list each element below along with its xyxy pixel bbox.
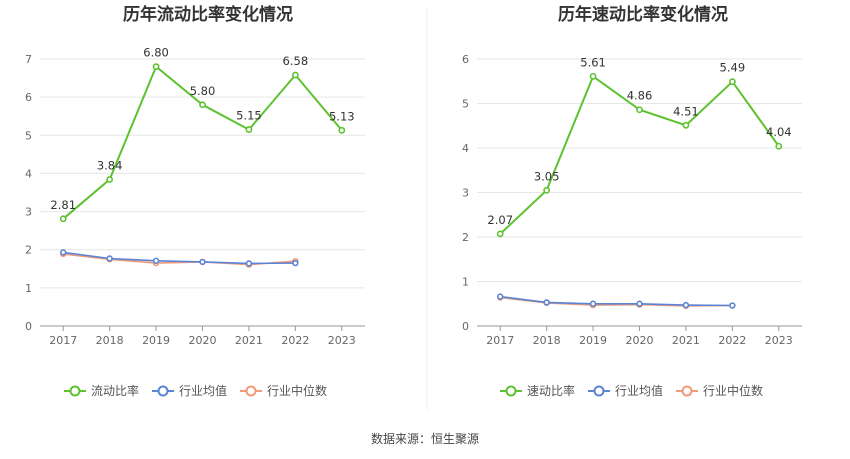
x-tick-label: 2018 [533,334,561,347]
legend-item-2[interactable]: 行业中位数 [676,383,763,398]
data-point [589,300,597,307]
legend-label: 速动比率 [527,383,575,398]
x-tick-label: 2019 [142,334,170,347]
data-label: 3.05 [534,169,560,183]
data-source-note: 数据来源：恒生聚源 [370,432,479,446]
data-label: 5.49 [720,61,746,75]
x-tick-label: 2022 [281,334,309,347]
y-tick-label: 6 [462,53,469,66]
y-tick-label: 4 [462,142,469,155]
legend-label: 行业均值 [615,383,663,398]
data-point [245,260,253,267]
x-tick-label: 2020 [189,334,217,347]
legend-item-0[interactable]: 速动比率 [500,383,575,398]
y-tick-label: 5 [462,98,469,111]
y-tick-label: 6 [25,91,32,104]
data-label: 2.81 [50,198,76,212]
x-tick-label: 2021 [672,334,700,347]
x-tick-label: 2022 [718,334,746,347]
x-tick-label: 2018 [96,334,124,347]
data-point [60,249,67,256]
data-point [589,72,597,80]
data-point [199,258,206,266]
data-label: 5.80 [190,84,216,98]
chart-title: 历年流动比率变化情况 [123,4,293,25]
y-tick-label: 2 [462,231,469,244]
data-label: 5.13 [329,109,355,123]
y-tick-label: 0 [25,320,32,333]
legend-item-0[interactable]: 流动比率 [64,383,139,398]
legend-item-1[interactable]: 行业均值 [588,383,663,398]
data-label: 6.58 [283,54,309,68]
y-tick-label: 7 [25,53,32,66]
y-tick-label: 0 [462,320,469,333]
y-tick-label: 3 [462,187,469,200]
data-label: 6.80 [143,46,169,60]
legend-label: 流动比率 [91,383,139,398]
data-point [497,293,504,300]
data-label: 2.07 [487,213,513,227]
x-tick-label: 2021 [235,334,263,347]
series-line-1 [500,295,733,307]
data-label: 4.86 [627,89,653,103]
legend-marker-icon [157,385,169,397]
data-label: 5.15 [236,109,262,123]
chart-title: 历年速动比率变化情况 [558,4,728,25]
y-tick-label: 1 [462,276,469,289]
data-label: 3.84 [97,159,123,173]
legend-marker-icon [593,385,605,397]
data-point [636,106,643,114]
x-tick-label: 2023 [765,334,793,347]
x-tick-label: 2017 [486,334,514,347]
data-point [152,63,160,71]
data-label: 4.51 [673,104,699,118]
data-point [292,259,299,267]
y-tick-label: 4 [25,167,32,180]
data-point [682,301,690,309]
data-point [245,126,253,133]
x-tick-label: 2017 [49,334,77,347]
y-tick-label: 3 [25,206,32,219]
data-point [106,176,114,183]
data-point [152,257,160,264]
legend-marker-icon [245,385,257,397]
legend-label: 行业均值 [179,383,227,398]
legend-label: 行业中位数 [703,383,763,398]
legend-marker-icon [69,385,81,397]
data-point [543,299,550,306]
data-point [291,71,299,79]
chart-quick-ratio: 历年速动比率变化情况 0 1 2 3 4 5 6 2017 2018 2019 2020 2021 202… [462,4,802,398]
data-point [199,101,206,109]
data-point [636,300,643,307]
legend-label: 行业中位数 [267,383,327,398]
legend-marker-icon [505,385,517,397]
y-tick-label: 2 [25,244,32,257]
series-line-1 [63,251,296,265]
data-point [682,121,690,129]
data-point [496,230,504,238]
data-point [775,142,783,150]
chart-current-ratio: 历年流动比率变化情况 0 1 2 3 4 5 6 7 2017 2018 2019 2020 2021 20… [25,4,365,398]
legend-item-1[interactable]: 行业均值 [152,383,227,398]
x-tick-label: 2019 [579,334,607,347]
data-point [106,255,113,262]
legend-marker-icon [681,385,693,397]
data-point [543,186,551,194]
y-tick-label: 5 [25,129,32,142]
data-point [59,215,67,223]
x-tick-label: 2023 [328,334,356,347]
legend-item-2[interactable]: 行业中位数 [240,383,327,398]
data-point [728,78,736,86]
x-tick-label: 2020 [626,334,654,347]
data-label: 5.61 [580,55,606,69]
data-point [338,126,346,134]
y-tick-label: 1 [25,282,32,295]
data-label: 4.04 [766,125,792,139]
data-point [729,302,736,309]
